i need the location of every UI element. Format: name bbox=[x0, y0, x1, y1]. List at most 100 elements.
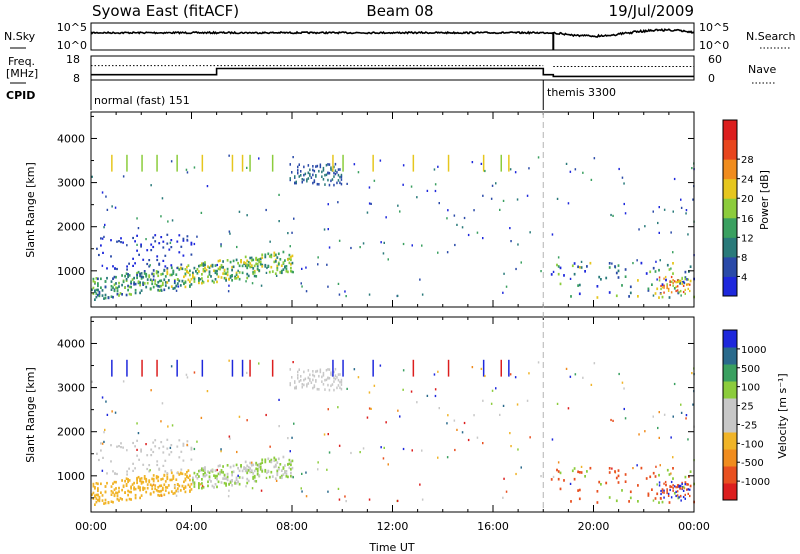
velocity-cell bbox=[334, 367, 337, 371]
velocity-cell bbox=[672, 415, 674, 418]
velocity-cell bbox=[315, 370, 317, 373]
velocity-cell bbox=[220, 469, 223, 472]
velocity-cell bbox=[628, 500, 630, 503]
velocity-cell bbox=[537, 361, 540, 364]
power-cell bbox=[295, 180, 297, 184]
power-cell bbox=[119, 292, 122, 295]
velocity-cell bbox=[174, 485, 176, 488]
power-cell bbox=[137, 270, 140, 274]
velocity-cell bbox=[647, 492, 650, 496]
x-tick-label: 00:00 bbox=[678, 520, 710, 533]
power-cell bbox=[325, 173, 328, 177]
nsearch-tick-bottom: 10^0 bbox=[699, 39, 729, 52]
velocity-cell bbox=[285, 472, 288, 476]
power-cell bbox=[580, 260, 583, 263]
power-cell bbox=[550, 273, 553, 276]
velocity-cell bbox=[164, 486, 167, 489]
power-cell bbox=[670, 267, 672, 270]
velocity-cell bbox=[433, 373, 436, 376]
velocity-cell bbox=[226, 464, 229, 467]
velocity-cell bbox=[590, 383, 593, 386]
velocity-cell bbox=[217, 472, 220, 476]
power-cell bbox=[223, 272, 226, 275]
power-cell bbox=[275, 274, 278, 277]
velocity-cell bbox=[106, 472, 108, 475]
power-cell bbox=[516, 198, 519, 201]
velocity-cell bbox=[569, 482, 572, 485]
power-cell bbox=[163, 269, 166, 272]
power-cell bbox=[186, 171, 189, 174]
power-cell bbox=[654, 270, 657, 273]
power-cell bbox=[184, 285, 187, 289]
power-cell bbox=[426, 189, 429, 192]
power-cell bbox=[687, 233, 689, 236]
power-cell bbox=[526, 194, 529, 197]
power-cell bbox=[551, 233, 554, 236]
velocity-cell bbox=[213, 486, 215, 489]
power-cell bbox=[327, 172, 329, 175]
power-cell bbox=[107, 296, 110, 300]
colorbar-segment bbox=[723, 178, 737, 199]
power-cell bbox=[672, 262, 674, 265]
velocity-cell bbox=[608, 496, 611, 499]
power-cell bbox=[161, 197, 164, 200]
power-cell bbox=[125, 278, 128, 281]
power-cell bbox=[637, 295, 639, 298]
velocity-cell bbox=[661, 488, 664, 491]
velocity-cell bbox=[97, 498, 99, 502]
velocity-cell bbox=[193, 485, 196, 488]
velocity-cell bbox=[664, 480, 667, 484]
velocity-cell bbox=[255, 463, 258, 466]
velocity-cell bbox=[102, 456, 104, 459]
power-cell bbox=[285, 265, 288, 268]
power-cell bbox=[193, 242, 196, 246]
power-cell bbox=[366, 211, 369, 214]
velocity-cell bbox=[495, 387, 497, 390]
velocity-cell bbox=[208, 478, 211, 481]
velocity-cell bbox=[337, 406, 339, 409]
power-cell bbox=[337, 168, 340, 171]
velocity-cell bbox=[219, 471, 221, 474]
power-cell bbox=[112, 265, 114, 268]
velocity-cell bbox=[178, 456, 181, 459]
velocity-cell bbox=[152, 477, 155, 481]
power-cell bbox=[276, 268, 279, 272]
power-cell bbox=[291, 231, 293, 234]
velocity-cell bbox=[204, 468, 206, 472]
power-cell bbox=[177, 285, 180, 288]
velocity-cell bbox=[502, 496, 504, 499]
velocity-cell bbox=[148, 464, 151, 467]
power-cell bbox=[193, 166, 196, 169]
velocity-cell bbox=[656, 483, 658, 486]
velocity-cell bbox=[244, 460, 247, 464]
velocity-cell bbox=[359, 451, 361, 454]
velocity-cell bbox=[688, 475, 690, 478]
power-cell bbox=[136, 276, 138, 280]
velocity-cell bbox=[480, 367, 483, 370]
power-cell bbox=[578, 266, 581, 269]
power-cell bbox=[651, 283, 653, 286]
power-cell bbox=[638, 228, 640, 231]
velocity-cell bbox=[344, 495, 346, 498]
velocity-cell bbox=[95, 500, 98, 504]
velocity-cell bbox=[297, 370, 299, 374]
power-cell bbox=[154, 282, 157, 285]
power-cell bbox=[614, 265, 616, 268]
power-cell bbox=[621, 284, 623, 287]
power-cell bbox=[246, 214, 248, 217]
power-cell bbox=[322, 166, 325, 170]
power-cell bbox=[517, 243, 519, 246]
power-cell bbox=[611, 262, 613, 265]
power-cell bbox=[508, 154, 510, 172]
power-cell bbox=[94, 298, 96, 301]
velocity-cell bbox=[624, 480, 627, 483]
velocity-cell bbox=[567, 407, 570, 410]
velocity-cell bbox=[658, 484, 661, 487]
velocity-cell bbox=[134, 493, 137, 497]
colorbar-segment bbox=[723, 483, 737, 501]
power-cell bbox=[164, 265, 167, 268]
velocity-cell bbox=[319, 370, 322, 374]
velocity-cell bbox=[330, 384, 332, 388]
velocity-cell bbox=[402, 447, 405, 451]
velocity-cell bbox=[166, 475, 169, 479]
